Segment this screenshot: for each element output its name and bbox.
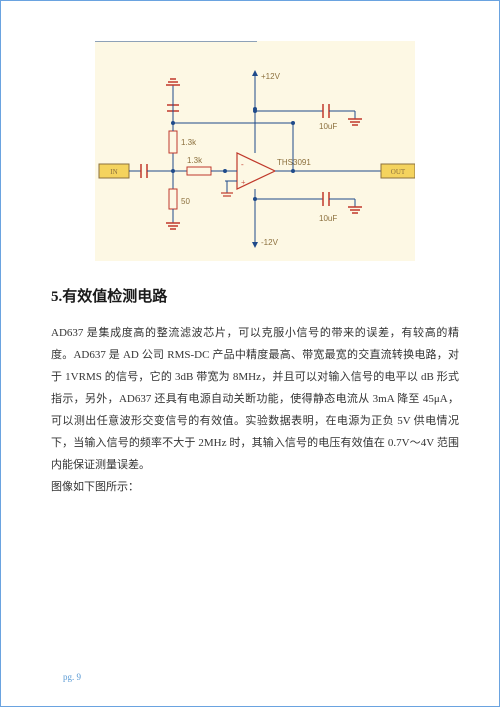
svg-text:+: + xyxy=(241,178,246,187)
page-number: pg. 9 xyxy=(63,672,81,682)
svg-text:1.3k: 1.3k xyxy=(187,156,203,165)
paragraph-2: 图像如下图所示： xyxy=(51,481,139,493)
svg-text:OUT: OUT xyxy=(391,168,406,176)
svg-text:THS3091: THS3091 xyxy=(277,158,311,167)
svg-text:10uF: 10uF xyxy=(319,214,337,223)
svg-text:IN: IN xyxy=(110,168,117,176)
paragraph-1: AD637 是集成度高的整流滤波芯片，可以克服小信号的带来的误差，有较高的精度。… xyxy=(51,327,459,471)
svg-text:1.3k: 1.3k xyxy=(181,138,197,147)
svg-text:+12V: +12V xyxy=(261,72,281,81)
svg-text:-: - xyxy=(241,160,244,169)
body-text: AD637 是集成度高的整流滤波芯片，可以克服小信号的带来的误差，有较高的精度。… xyxy=(51,322,459,498)
page: IN 50 1.3k 1.3k - + THS3091 +12V 10uF -12V 10uF OUT… xyxy=(0,0,500,707)
svg-text:50: 50 xyxy=(181,197,190,206)
svg-text:-12V: -12V xyxy=(261,238,279,247)
svg-text:10uF: 10uF xyxy=(319,122,337,131)
section-heading: 5.有效值检测电路 xyxy=(51,285,459,306)
circuit-diagram: IN 50 1.3k 1.3k - + THS3091 +12V 10uF -12V 10uF OUT xyxy=(61,41,449,261)
circuit-diagram-svg: IN 50 1.3k 1.3k - + THS3091 +12V 10uF -12V 10uF OUT xyxy=(95,41,415,261)
